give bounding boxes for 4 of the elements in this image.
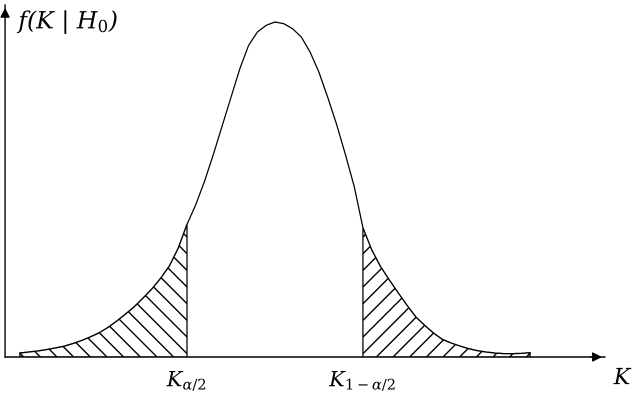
y-axis-title: f(K | H$_{0}$): [16, 10, 116, 34]
x-tick-label: K$_{1−α/2}$: [328, 371, 395, 391]
x-tick-label: K$_{α/2}$: [166, 371, 206, 391]
x-axis-title: K: [613, 368, 632, 384]
